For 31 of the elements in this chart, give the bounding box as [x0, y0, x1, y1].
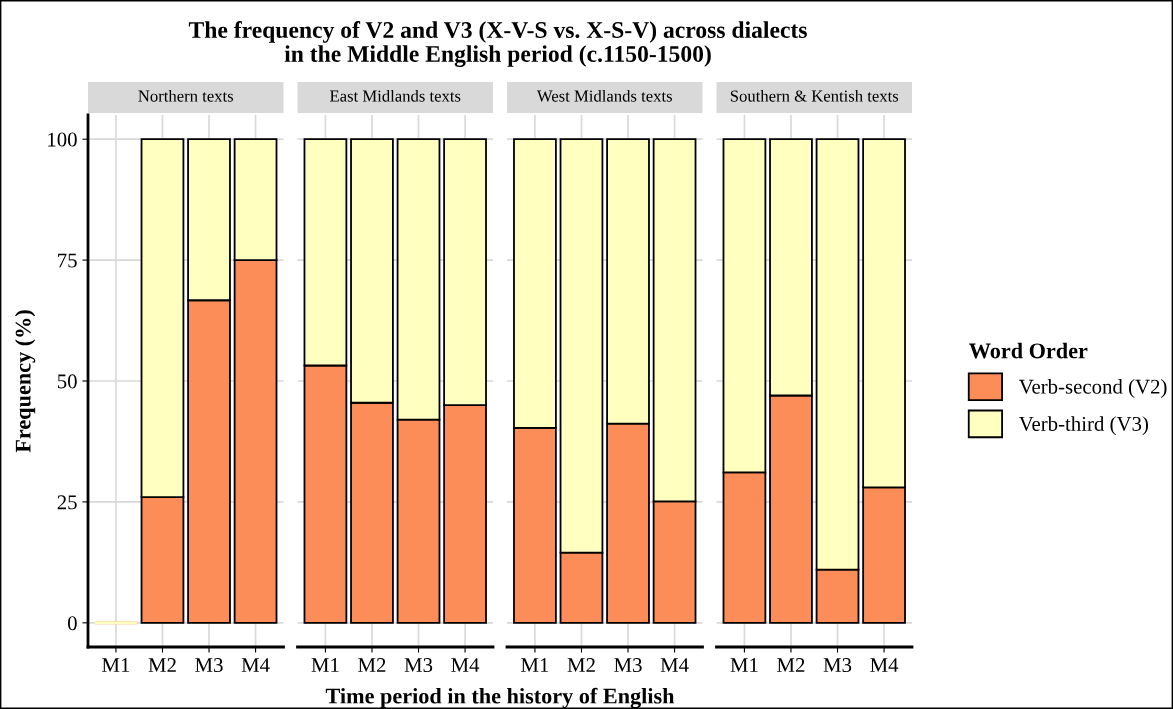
x-tick-label: M2	[567, 658, 595, 672]
y-tick-label: 50	[57, 374, 77, 389]
chart-title: East Midlands texts	[329, 89, 461, 102]
x-tick-label: M1	[730, 658, 758, 672]
x-tick-label: M3	[823, 658, 852, 673]
x-tick-label: M3	[404, 658, 433, 673]
x-tick-label: M2	[148, 658, 176, 672]
y-tick-label: 25	[57, 495, 77, 510]
x-tick-label: M2	[777, 658, 805, 672]
legend-title: Word Order	[969, 342, 1088, 359]
chart-title: Northern texts	[138, 89, 234, 102]
x-axis-title: Time period in the history of English	[325, 687, 675, 709]
x-tick-label: M4	[870, 658, 899, 672]
x-tick-label: M1	[311, 658, 339, 672]
x-tick-label: M4	[660, 658, 689, 672]
y-tick-label: 100	[48, 132, 77, 147]
y-axis-title: Frequency (%)	[15, 310, 36, 453]
x-tick-label: M4	[241, 658, 270, 672]
x-tick-label: M1	[102, 658, 130, 672]
x-tick-label: M3	[614, 658, 642, 673]
x-tick-label: M3	[195, 658, 223, 673]
chart-title: Southern & Kentish texts	[730, 89, 899, 102]
y-tick-label: 75	[58, 253, 77, 268]
legend-label: Verb-third (V3)	[1018, 416, 1148, 436]
chart-title: West Midlands texts	[536, 89, 672, 102]
y-tick-label: 0	[67, 616, 77, 631]
x-tick-label: M2	[358, 658, 386, 672]
x-tick-label: M1	[521, 658, 549, 672]
x-tick-label: M4	[451, 658, 480, 672]
legend-label: Verb-second (V2)	[1018, 379, 1167, 398]
text: The frequency of V2 and V3 (X-V-S vs. X-S-V) across dialects in the Middle English period (c.1150-1500)	[188, 21, 807, 67]
